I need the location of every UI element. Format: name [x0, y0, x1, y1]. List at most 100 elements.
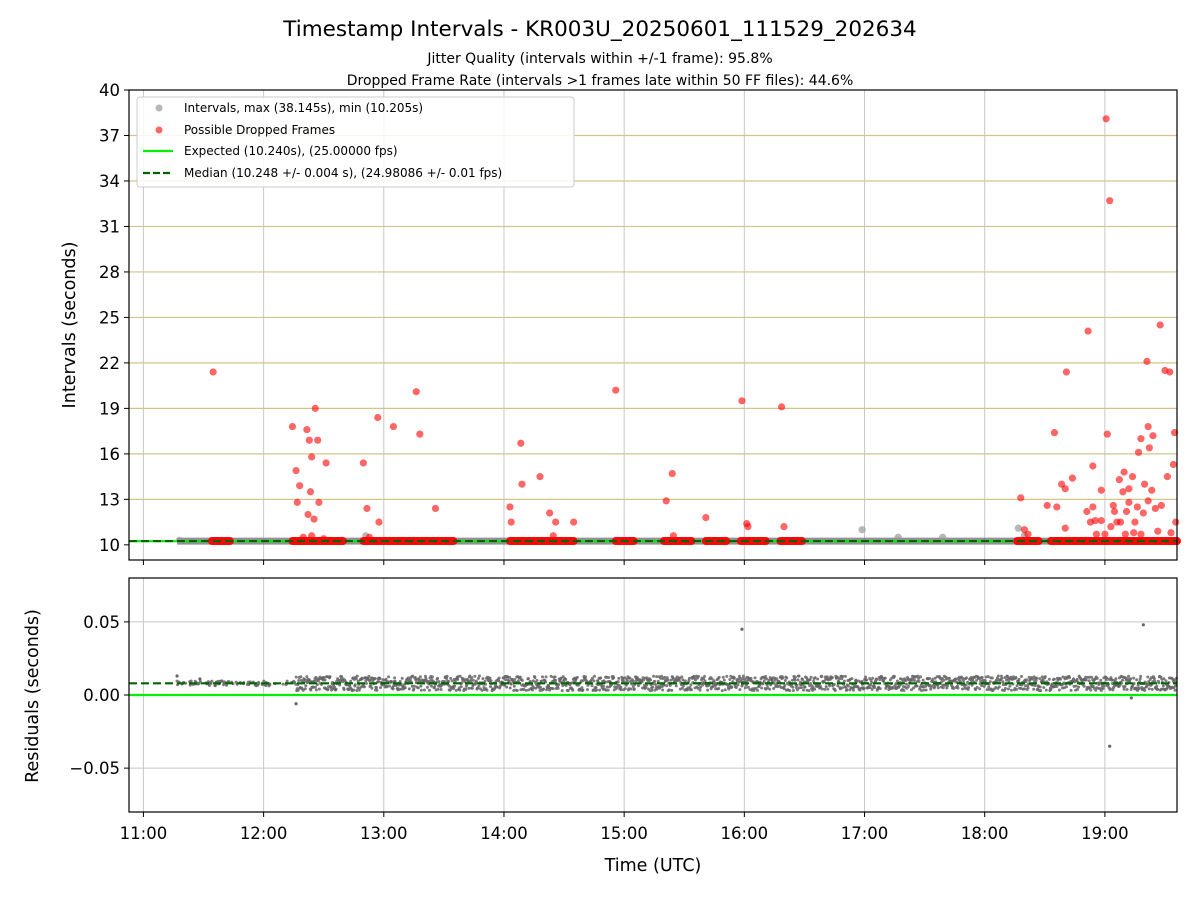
- residual-point-742: [629, 687, 633, 691]
- residual-point-1593: [1058, 677, 1062, 681]
- residual-point-1073: [796, 678, 800, 682]
- residual-point-1229: [875, 677, 879, 681]
- dropped-frame-point-88: [1137, 530, 1145, 538]
- residual-point-1125: [822, 680, 826, 684]
- residual-point-79: [294, 675, 298, 679]
- residual-point-858: [687, 676, 691, 680]
- residual-point-889: [703, 679, 707, 683]
- residual-point-425: [469, 678, 473, 682]
- residual-point-1543: [1033, 684, 1037, 688]
- residual-point-1313: [917, 679, 921, 683]
- residual-point-1769: [1147, 687, 1151, 691]
- residual-point-366: [439, 688, 443, 692]
- residual-point-876: [697, 674, 701, 678]
- residual-point-447: [480, 688, 484, 692]
- residual-point-1084: [801, 688, 805, 692]
- residual-point-200: [355, 674, 359, 678]
- residual-point-923: [720, 689, 724, 693]
- residual-point-1180: [850, 677, 854, 681]
- interval-point-3: [1014, 524, 1022, 532]
- residual-point-1098: [809, 682, 813, 686]
- residual-point-565: [540, 679, 544, 683]
- residual-point-1318: [920, 689, 924, 693]
- dropped-frame-point-18: [359, 459, 367, 467]
- residual-outlier-0: [740, 627, 744, 631]
- residual-point-1571: [1047, 677, 1051, 681]
- residual-point-1167: [843, 674, 847, 678]
- residual-point-98: [304, 684, 308, 688]
- residual-point-1407: [965, 676, 969, 680]
- residual-point-142: [326, 687, 330, 691]
- residual-point-202: [356, 679, 360, 683]
- residual-point-480: [497, 679, 501, 683]
- residual-point-1406: [964, 683, 968, 687]
- residual-point-904: [711, 685, 715, 689]
- residual-point-606: [560, 689, 564, 693]
- residual-point-1087: [803, 685, 807, 689]
- dropped-frame-point-72: [1110, 507, 1119, 516]
- residual-point-1316: [919, 675, 923, 679]
- residual-point-1744: [1135, 678, 1139, 682]
- residual-point-543: [528, 679, 532, 683]
- time-xtick-label-8: 19:00: [1081, 824, 1129, 843]
- residual-point-305: [408, 678, 412, 682]
- residual-point-1120: [820, 674, 824, 678]
- residual-point-1435: [979, 679, 983, 683]
- residual-point-391: [452, 687, 456, 691]
- residual-point-301: [406, 676, 410, 680]
- residual-point-1196: [858, 688, 862, 692]
- intervals-ytick-label-5: 25: [99, 308, 120, 327]
- residual-point-607: [561, 684, 565, 688]
- residual-point-1738: [1132, 676, 1136, 680]
- residual-point-245: [378, 677, 382, 681]
- residual-point-647: [581, 688, 585, 692]
- residual-point-773: [645, 683, 649, 687]
- residual-point-1031: [775, 677, 779, 681]
- residual-point-174: [342, 688, 346, 692]
- residual-point-1458: [990, 676, 994, 680]
- residual-point-1136: [828, 684, 832, 688]
- residual-point-84: [297, 678, 301, 682]
- residual-point-1283: [902, 688, 906, 692]
- residual-point-1013: [766, 686, 770, 690]
- interval-point-0: [858, 526, 866, 534]
- dropped-frame-point-84: [1131, 518, 1139, 526]
- residual-point-1395: [958, 679, 962, 683]
- residual-point-1653: [1089, 688, 1093, 692]
- dropped-frame-point-82: [1128, 473, 1137, 481]
- dropped-frame-point-93: [1148, 486, 1156, 494]
- dropped-frame-point-22: [375, 518, 383, 526]
- residual-point-347: [429, 684, 433, 688]
- dropped-frame-point-32: [546, 509, 554, 517]
- residual-point-1337: [929, 685, 933, 689]
- residual-point-1477: [1000, 676, 1004, 680]
- residual-point-1160: [840, 677, 844, 681]
- residual-point-838: [677, 678, 681, 682]
- dropped-frame-point-46: [1017, 494, 1025, 502]
- dropped-frame-point-103: [1169, 460, 1177, 469]
- residual-point-936: [727, 687, 731, 691]
- dropped-frame-point-81: [1125, 485, 1133, 493]
- residual-point-796: [656, 679, 660, 683]
- residual-point-523: [518, 675, 522, 679]
- residual-point-1472: [997, 685, 1001, 689]
- residual-point-1025: [772, 687, 776, 691]
- residual-point-1312: [917, 676, 921, 680]
- intervals-ytick-label-9: 37: [99, 126, 120, 145]
- residual-point-1438: [980, 675, 984, 679]
- residual-point-951: [734, 686, 738, 690]
- residual-point-604: [559, 676, 563, 680]
- residual-point-217: [364, 679, 368, 683]
- residual-point-903: [710, 677, 714, 681]
- residual-point-1121: [820, 687, 824, 691]
- residual-point-73: [285, 679, 289, 683]
- residual-point-403: [458, 688, 462, 692]
- residual-point-1511: [1017, 677, 1021, 681]
- residual-point-1624: [1074, 684, 1078, 688]
- residual-point-695: [605, 685, 609, 689]
- residual-point-965: [741, 674, 745, 678]
- dropped-frame-point-105: [1172, 518, 1180, 526]
- dropped-frame-point-63: [1092, 530, 1101, 538]
- residual-outlier-5: [175, 674, 179, 678]
- residual-point-862: [689, 688, 693, 692]
